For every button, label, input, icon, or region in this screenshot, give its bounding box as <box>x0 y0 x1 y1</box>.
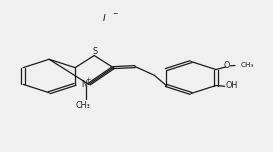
Text: S: S <box>93 47 97 56</box>
Text: N: N <box>81 80 87 89</box>
Text: +: + <box>85 77 91 83</box>
Text: OH: OH <box>225 81 238 90</box>
Text: I: I <box>102 14 105 23</box>
Text: CH₃: CH₃ <box>241 62 254 68</box>
Text: O: O <box>224 61 230 70</box>
Text: CH₃: CH₃ <box>76 101 91 110</box>
Text: −: − <box>112 11 118 17</box>
